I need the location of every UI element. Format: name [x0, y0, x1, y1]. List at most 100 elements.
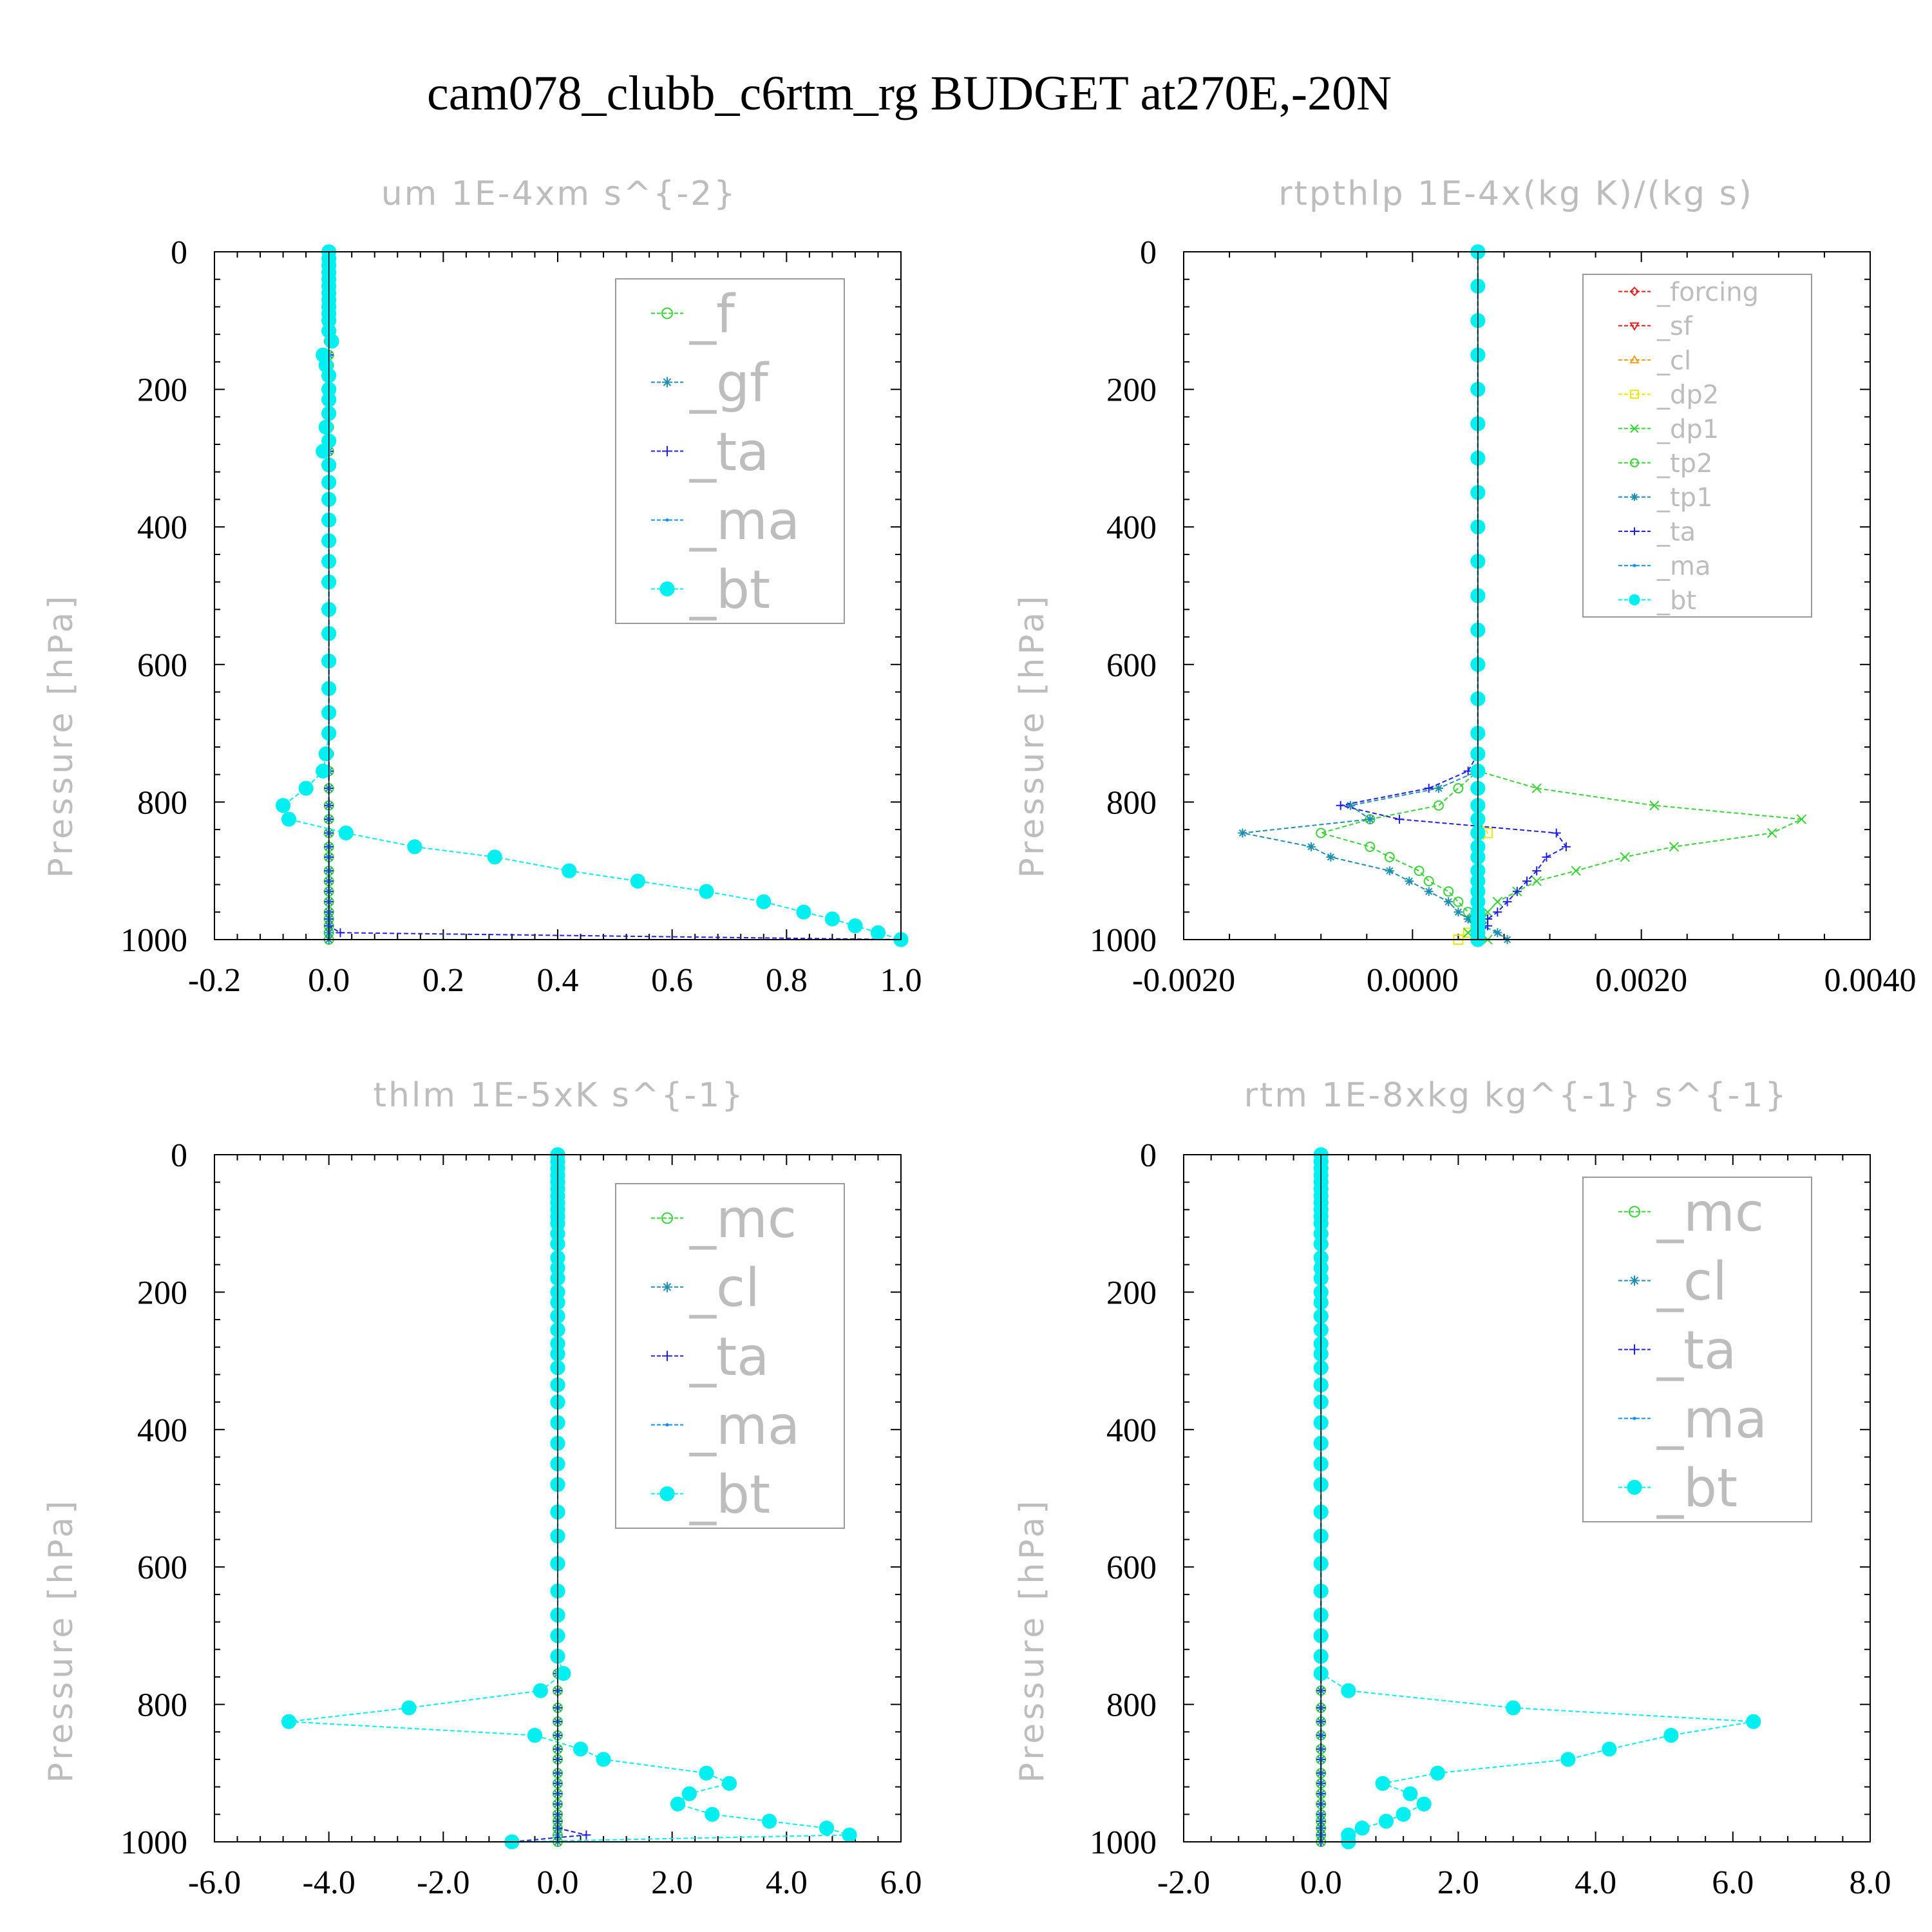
dot-marker: [665, 518, 669, 522]
x-tick-label: 1.0: [880, 962, 922, 999]
filled-circle-marker: [324, 334, 339, 349]
series-bt: [276, 244, 909, 947]
filled-circle-marker: [596, 1752, 611, 1767]
star-marker: [1424, 887, 1434, 896]
series-line: [511, 1155, 587, 1842]
filled-circle-marker: [681, 1786, 697, 1801]
filled-circle-marker: [756, 894, 772, 909]
circle-marker: [1453, 783, 1464, 794]
y-tick-label: 800: [1106, 1687, 1157, 1724]
legend-label: _bt: [689, 1464, 770, 1526]
y-tick-label: 400: [137, 509, 187, 546]
x-tick-label: 0.0: [1300, 1864, 1342, 1901]
y-tick-label: 800: [1106, 784, 1157, 821]
y-tick-label: 1000: [1090, 922, 1157, 959]
x-tick-label: -6.0: [188, 1864, 241, 1901]
legend-label: _cl: [1656, 1251, 1727, 1312]
circle-marker: [1433, 800, 1444, 811]
legend-label: _ta: [689, 1327, 769, 1388]
panel-rtm: rtm 1E-8xkg kg^{-1} s^{-1} Pressure [hPa…: [1013, 1076, 1891, 1901]
series-ta: [507, 1150, 591, 1846]
cross-marker: [1767, 828, 1777, 838]
circle-marker: [1630, 458, 1639, 468]
filled-circle-marker: [1375, 1776, 1390, 1791]
filled-circle-marker: [527, 1728, 543, 1743]
star-marker: [1345, 800, 1355, 810]
y-tick-label: 200: [1106, 1274, 1157, 1311]
x-tick-label: 0.0020: [1595, 962, 1687, 999]
circle-marker: [1629, 1206, 1640, 1218]
plot-frame: [1183, 1154, 1871, 1842]
legend-label: _f: [689, 284, 736, 345]
series-ta: [1336, 247, 1571, 944]
plus-marker: [1522, 876, 1531, 886]
filled-circle-marker: [1746, 1714, 1761, 1729]
cross-marker: [1669, 842, 1680, 852]
plus-marker: [582, 1830, 591, 1840]
x-tick-label: -0.2: [188, 962, 241, 999]
triangle-marker: [1629, 355, 1640, 364]
dot-marker: [1633, 564, 1636, 567]
filled-circle-marker: [1506, 1700, 1521, 1716]
legend-label: _ta: [1656, 517, 1696, 547]
legend-label: _tp1: [1656, 483, 1713, 513]
cross-marker: [1630, 424, 1639, 433]
dot-marker: [665, 1423, 669, 1426]
y-axis-label: Pressure [hPa]: [42, 593, 80, 878]
filled-circle-marker: [1627, 1479, 1642, 1495]
series-tp2: [1316, 247, 1483, 945]
legend-label: _dp2: [1656, 381, 1719, 410]
filled-circle-marker: [276, 798, 291, 813]
star-marker: [1434, 784, 1443, 793]
filled-circle-marker: [796, 904, 811, 920]
legend-label: _ma: [689, 1396, 800, 1457]
cross-marker: [1531, 876, 1542, 886]
filled-circle-marker: [705, 1806, 720, 1822]
legend-label: _cl: [1656, 346, 1691, 375]
y-tick-label: 0: [1140, 234, 1157, 271]
x-tick-label: 2.0: [651, 1864, 693, 1901]
panel-um: um 1E-4xm s^{-2} Pressure [hPa] -0.2 0.0 0…: [42, 175, 922, 999]
filled-circle-marker: [401, 1700, 417, 1716]
filled-circle-marker: [556, 1665, 571, 1681]
filled-circle-marker: [562, 863, 577, 878]
filled-circle-marker: [318, 419, 334, 435]
filled-circle-marker: [721, 1776, 737, 1791]
filled-circle-marker: [1560, 1752, 1576, 1767]
x-tick-label: -0.0020: [1132, 962, 1235, 999]
plus-marker: [1629, 1344, 1640, 1355]
plot-frame: [1183, 251, 1871, 940]
series-line: [328, 252, 902, 940]
panel-rtpthlp: rtpthlp 1E-4x(kg K)/(kg s) Pressure [hPa…: [1013, 175, 1917, 999]
y-tick-label: 0: [171, 234, 187, 271]
legend-label: _gf: [689, 353, 770, 414]
dot-marker: [1633, 1417, 1636, 1420]
circle-marker: [661, 307, 673, 319]
legend: _forcing _sf _cl _dp2 _dp1 _tp2 _tp1 _ta _ma _bt: [1582, 274, 1812, 618]
filled-circle-marker: [699, 1765, 714, 1781]
y-tick-label: 400: [1106, 509, 1157, 546]
legend-label: _ma: [1656, 552, 1710, 582]
legend-label: _bt: [1656, 1458, 1738, 1519]
circle-marker: [1453, 896, 1464, 907]
star-marker: [1444, 897, 1454, 907]
x-tick-label: 0.6: [651, 962, 693, 999]
y-axis-label: Pressure [hPa]: [1013, 593, 1052, 878]
series-ta: [324, 247, 905, 944]
series-line: [1340, 252, 1567, 940]
filled-circle-marker: [1403, 1786, 1418, 1801]
y-tick-label: 800: [137, 784, 187, 821]
filled-circle-marker: [1430, 1765, 1446, 1781]
plot-frame: [214, 1154, 902, 1842]
series-line: [1242, 252, 1508, 940]
plus-marker: [1424, 784, 1434, 793]
plus-marker: [1493, 907, 1502, 917]
legend-label: _mc: [689, 1189, 797, 1250]
plus-marker: [1395, 815, 1405, 824]
legend-label: _ma: [689, 491, 800, 552]
filled-circle-marker: [298, 781, 314, 796]
x-tick-label: 4.0: [766, 1864, 808, 1901]
filled-circle-marker: [1378, 1814, 1394, 1829]
circle-marker: [1423, 876, 1434, 887]
series-line: [1318, 252, 1479, 940]
